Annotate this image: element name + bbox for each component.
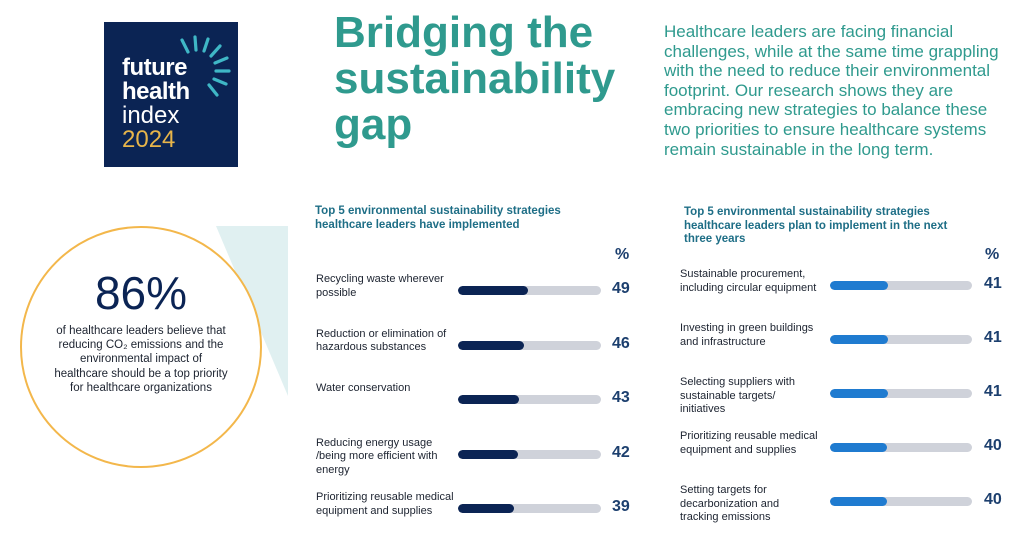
right-category-label: Setting targets for decarbonization and … [680, 484, 780, 523]
right-bar-track [830, 497, 972, 506]
left-bar [458, 395, 520, 404]
left-category-label: Reducing energy usage /being more effici… [316, 436, 438, 476]
right-bar-row: Prioritizing reusable medical equipment … [680, 430, 1010, 480]
right-bar [830, 443, 887, 452]
right-category-label: Selecting suppliers with sustainable tar… [680, 376, 795, 415]
stat-circle: 86% of healthcare leaders believe that r… [20, 226, 262, 468]
left-bar-row: Recycling waste wherever possible 49 [316, 273, 646, 323]
left-bar [458, 504, 514, 513]
left-percent-header: % [615, 246, 630, 263]
left-category-label: Reduction or elimination of hazardous su… [316, 327, 447, 354]
logo-word-index: index [122, 102, 180, 129]
right-bar-track [830, 389, 972, 398]
left-chart-title: Top 5 environmental sustainability strat… [315, 205, 561, 231]
logo-year: 2024 [122, 126, 176, 153]
left-value-label: 39 [612, 498, 630, 515]
right-value-label: 40 [984, 491, 1002, 508]
right-bar-track [830, 335, 972, 344]
right-bar-row: Selecting suppliers with sustainable tar… [680, 376, 1010, 426]
left-bar [458, 449, 519, 459]
left-bar-track [458, 395, 601, 404]
left-category-label: Prioritizing reusable medical equipment … [316, 491, 454, 517]
right-value-label: 40 [984, 437, 1002, 454]
right-category-label: Sustainable procurement, including circu… [680, 268, 817, 294]
left-bar [458, 286, 529, 295]
right-bar-row: Investing in green buildings and infrast… [680, 322, 1010, 372]
left-bar-track [458, 286, 601, 295]
left-value-label: 49 [612, 280, 630, 297]
left-bar-row: Reduction or elimination of hazardous su… [316, 328, 646, 378]
left-value-label: 46 [612, 334, 630, 352]
left-bar-track [458, 504, 601, 513]
right-bar-row: Setting targets for decarbonization and … [680, 484, 1010, 534]
left-bar-track [458, 340, 601, 350]
left-category-label: Water conservation [316, 382, 411, 394]
intro-paragraph: Healthcare leaders are facing financial … [664, 22, 999, 159]
left-bar-row: Reducing energy usage /being more effici… [316, 437, 646, 487]
left-value-label: 42 [612, 443, 630, 461]
right-bar-track [830, 443, 972, 452]
right-chart-title: Top 5 environmental sustainability strat… [684, 206, 948, 245]
right-bar [830, 497, 887, 506]
stat-description: of healthcare leaders believe that reduc… [54, 325, 228, 394]
right-bar-row: Sustainable procurement, including circu… [680, 268, 1010, 318]
right-category-label: Prioritizing reusable medical equipment … [680, 430, 818, 456]
left-bar-track [458, 449, 601, 459]
right-bar [830, 389, 889, 398]
right-bar [830, 335, 889, 344]
page-headline: Bridging the sustainability gap [334, 8, 616, 149]
logo-word-future: future [122, 54, 188, 81]
right-value-label: 41 [984, 329, 1002, 346]
right-bar [830, 281, 889, 290]
stat-value: 86% [94, 267, 188, 319]
sunburst-icon [180, 35, 231, 97]
logo-word-health: health [122, 78, 190, 105]
future-health-index-logo: future health index 2024 [104, 22, 238, 167]
right-value-label: 41 [984, 383, 1002, 400]
left-category-label: Recycling waste wherever possible [316, 273, 444, 299]
right-bar-track [830, 281, 972, 290]
right-category-label: Investing in green buildings and infrast… [680, 322, 814, 348]
left-value-label: 43 [612, 389, 630, 406]
left-bar-row: Prioritizing reusable medical equipment … [316, 491, 646, 541]
left-bar-row: Water conservation 43 [316, 382, 646, 432]
left-bar [458, 340, 524, 350]
right-value-label: 41 [984, 275, 1002, 292]
right-percent-header: % [985, 246, 1000, 263]
